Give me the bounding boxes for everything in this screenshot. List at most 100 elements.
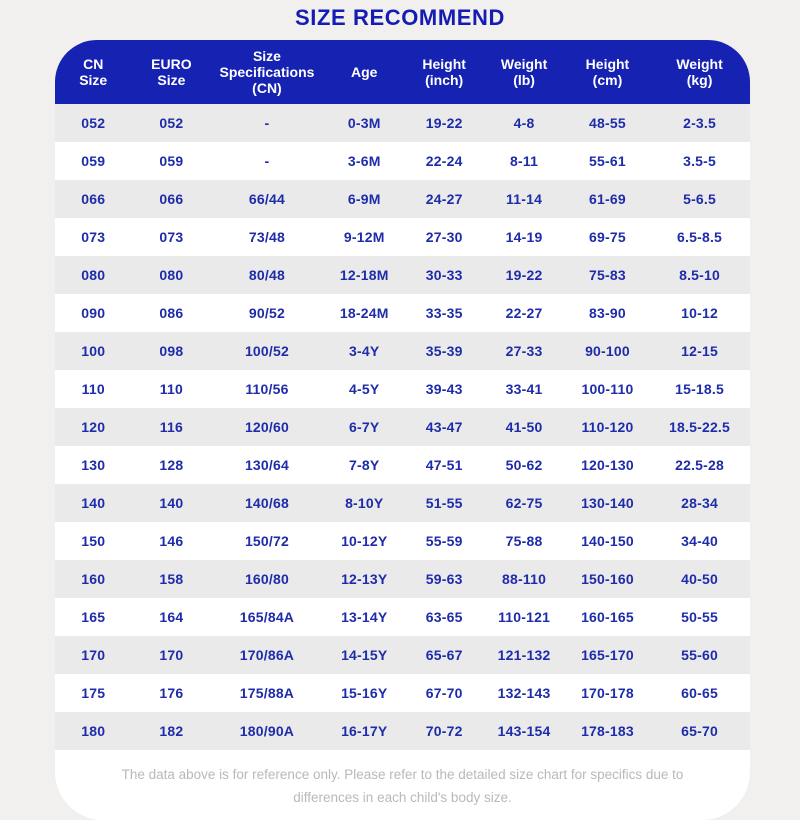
table-cell: 15-16Y xyxy=(341,685,388,701)
table-cell: 120 xyxy=(81,419,106,435)
table-cell: 10-12 xyxy=(681,305,718,321)
table-row: 080 080 80/48 12-18M 30-33 19-22 75-83 8.5-10 xyxy=(55,256,750,294)
table-cell: 41-50 xyxy=(505,419,543,435)
table-cell: 130/64 xyxy=(244,457,289,473)
table-cell: 146 xyxy=(159,533,184,549)
table-cell: 059 xyxy=(81,153,106,169)
table-cell: 51-55 xyxy=(425,495,463,511)
table-cell: 39-43 xyxy=(425,381,463,397)
table-cell: 8.5-10 xyxy=(679,267,720,283)
table-cell: 143-154 xyxy=(497,723,551,739)
table-cell: 48-55 xyxy=(589,115,626,131)
table-row: 180 182 180/90A 16-17Y 70-72 143-154 178-183 65… xyxy=(55,712,750,750)
table-cell: 10-12Y xyxy=(341,533,388,549)
table-cell: 67-70 xyxy=(425,685,463,701)
table-row: 170 170 170/86A 14-15Y 65-67 121-132 165-170 55… xyxy=(55,636,750,674)
table-cell: 63-65 xyxy=(425,609,463,625)
table-cell: 43-47 xyxy=(425,419,463,435)
column-header-euro-size: EURO Size xyxy=(151,56,192,88)
table-cell: 55-59 xyxy=(425,533,463,549)
table-row: 140 140 140/68 8-10Y 51-55 62-75 130-140 28-34 xyxy=(55,484,750,522)
footnote-line-2: differences in each child's body size. xyxy=(293,790,512,805)
table-cell: 066 xyxy=(159,191,184,207)
table-cell: 30-33 xyxy=(425,267,463,283)
table-cell: 100 xyxy=(81,343,106,359)
table-cell: 164 xyxy=(159,609,184,625)
table-cell: 110-121 xyxy=(498,609,551,625)
table-cell: 140 xyxy=(159,495,184,511)
table-cell: 18-24M xyxy=(339,305,389,321)
table-cell: 19-22 xyxy=(425,115,463,131)
table-cell: 090 xyxy=(81,305,106,321)
table-cell: 2-3.5 xyxy=(683,115,716,131)
table-cell: 180/90A xyxy=(239,723,295,739)
table-cell: 28-34 xyxy=(681,495,718,511)
table-cell: 70-72 xyxy=(425,723,463,739)
table-cell: 22-24 xyxy=(425,153,463,169)
size-table-card: CN Size EURO Size Size Specifications (CN) Age H… xyxy=(55,40,750,820)
table-cell: 90-100 xyxy=(585,343,630,359)
table-cell: 50-55 xyxy=(681,609,718,625)
table-cell: 120/60 xyxy=(244,419,289,435)
table-cell: 69-75 xyxy=(589,229,626,245)
table-cell: 182 xyxy=(159,723,184,739)
table-cell: 55-61 xyxy=(589,153,626,169)
table-cell: 158 xyxy=(159,571,184,587)
table-body: 052 052 - 0-3M 19-22 4-8 48-55 2-3.5 059 059 - 3-6M… xyxy=(55,104,750,750)
table-cell: 180 xyxy=(81,723,106,739)
table-cell: 8-10Y xyxy=(345,495,384,511)
table-cell: 170-178 xyxy=(581,685,634,701)
table-row: 120 116 120/60 6-7Y 43-47 41-50 110-120 18.5-22… xyxy=(55,408,750,446)
table-row: 100 098 100/52 3-4Y 35-39 27-33 90-100 12-15 xyxy=(55,332,750,370)
table-cell: 15-18.5 xyxy=(675,381,724,397)
table-cell: 175 xyxy=(81,685,106,701)
table-cell: 3-4Y xyxy=(349,343,380,359)
table-cell: 140-150 xyxy=(581,533,634,549)
table-cell: 140 xyxy=(81,495,106,511)
table-cell: 170/86A xyxy=(239,647,295,663)
table-cell: 150/72 xyxy=(244,533,289,549)
table-cell: 24-27 xyxy=(425,191,463,207)
table-cell: 33-41 xyxy=(505,381,543,397)
table-row: 073 073 73/48 9-12M 27-30 14-19 69-75 6.5-8.5 xyxy=(55,218,750,256)
table-cell: 121-132 xyxy=(497,647,551,663)
table-cell: 175/88A xyxy=(239,685,295,701)
table-cell: 73/48 xyxy=(248,229,285,245)
table-cell: 165 xyxy=(81,609,106,625)
table-cell: 140/68 xyxy=(244,495,289,511)
column-header-age: Age xyxy=(351,64,378,80)
table-cell: 5-6.5 xyxy=(683,191,716,207)
table-cell: 22-27 xyxy=(505,305,543,321)
table-row: 160 158 160/80 12-13Y 59-63 88-110 150-160 40-5… xyxy=(55,560,750,598)
table-cell: 40-50 xyxy=(681,571,718,587)
table-cell: 7-8Y xyxy=(349,457,380,473)
table-cell: 110/56 xyxy=(245,381,289,397)
table-cell: 83-90 xyxy=(589,305,626,321)
table-cell: 3-6M xyxy=(347,153,381,169)
table-cell: 128 xyxy=(159,457,184,473)
table-cell: 60-65 xyxy=(681,685,718,701)
table-cell: 59-63 xyxy=(425,571,463,587)
table-cell: 27-30 xyxy=(425,229,463,245)
table-cell: 4-8 xyxy=(513,115,535,131)
table-cell: 0-3M xyxy=(347,115,381,131)
table-cell: 65-67 xyxy=(425,647,463,663)
table-cell: 12-15 xyxy=(681,343,718,359)
table-cell: 55-60 xyxy=(681,647,718,663)
table-cell: 4-5Y xyxy=(349,381,380,397)
column-header-size-specifications: Size Specifications (CN) xyxy=(219,48,315,96)
table-cell: 110 xyxy=(81,381,105,397)
column-header-weight-lb: Weight (lb) xyxy=(500,56,548,88)
table-cell: 75-88 xyxy=(505,533,543,549)
table-cell: 130 xyxy=(81,457,106,473)
table-row: 052 052 - 0-3M 19-22 4-8 48-55 2-3.5 xyxy=(55,104,750,142)
table-cell: 110 xyxy=(159,381,183,397)
table-cell: 098 xyxy=(159,343,184,359)
table-cell: - xyxy=(264,153,270,169)
table-cell: 150 xyxy=(81,533,106,549)
table-cell: 073 xyxy=(159,229,184,245)
footnote-line-1: The data above is for reference only. Pl… xyxy=(121,767,684,782)
table-cell: 170 xyxy=(159,647,184,663)
table-cell: - xyxy=(264,115,270,131)
table-cell: 18.5-22.5 xyxy=(669,419,731,435)
